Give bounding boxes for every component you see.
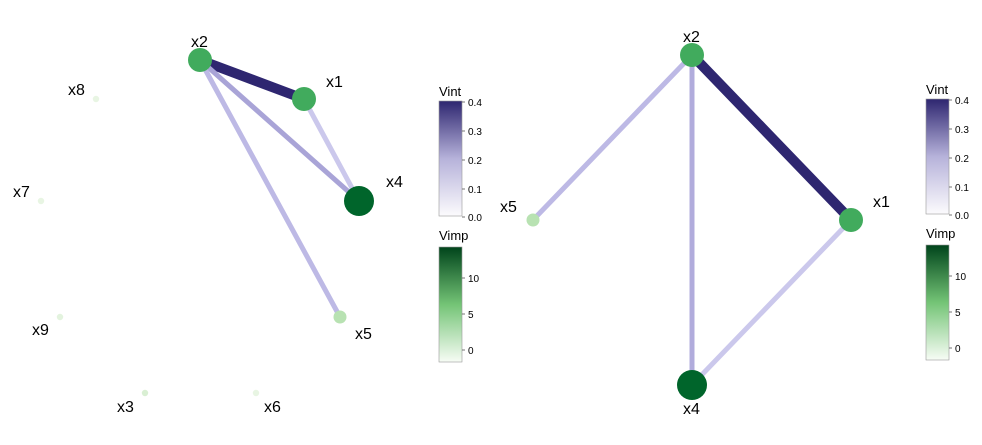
edge-x2-x4[interactable] (197, 57, 362, 204)
vint-tick-label: 0.3 (468, 127, 482, 138)
vimp-tick-label: 0 (468, 346, 474, 357)
label-x2: x2 (683, 29, 700, 46)
vimp-tick-label: 0 (955, 344, 961, 355)
node-x2[interactable] (680, 43, 704, 67)
edge-x1-x4[interactable] (689, 217, 854, 388)
node-x7[interactable] (37, 197, 45, 205)
vimp-tick-label: 10 (955, 272, 967, 283)
vimp-colorbar (925, 244, 950, 361)
node-x4[interactable] (677, 370, 707, 400)
edge-x2-x1[interactable] (687, 50, 856, 225)
right-edges (530, 50, 856, 388)
label-x9: x9 (32, 322, 49, 339)
vimp-legend-title: Vimp (926, 226, 955, 241)
vimp-tick-label: 10 (468, 274, 480, 285)
label-x4: x4 (386, 174, 403, 191)
label-x5: x5 (500, 199, 517, 216)
edge-x2-x5[interactable] (197, 57, 343, 320)
label-x1: x1 (326, 74, 343, 91)
node-x5[interactable] (526, 213, 540, 227)
vimp-tick-label: 5 (955, 308, 961, 319)
vint-ticks (949, 99, 952, 216)
left-network-panel: x2 x1 x4 x5 x8 x7 x9 x3 x6 Vint 0.4 0.3 … (13, 34, 482, 416)
vint-legend-title: Vint (439, 84, 462, 99)
node-x1[interactable] (292, 87, 316, 111)
label-x6: x6 (264, 399, 281, 416)
node-x6[interactable] (252, 389, 260, 397)
vimp-legend-title: Vimp (439, 228, 468, 243)
vimp-ticks (949, 275, 952, 349)
vint-tick-label: 0.4 (955, 96, 969, 107)
vint-tick-label: 0.2 (955, 154, 969, 165)
label-x7: x7 (13, 184, 30, 201)
right-node-labels: x2 x1 x4 x5 (500, 29, 890, 418)
vint-tick-label: 0.3 (955, 125, 969, 136)
left-edges (195, 55, 362, 320)
right-vimp-legend: Vimp 10 5 0 (925, 226, 967, 361)
node-x9[interactable] (56, 313, 64, 321)
label-x2: x2 (191, 34, 208, 51)
label-x5: x5 (355, 326, 372, 343)
left-vimp-legend: Vimp 10 5 0 (438, 228, 480, 363)
label-x4: x4 (683, 401, 700, 418)
node-x3[interactable] (141, 389, 149, 397)
vint-tick-label: 0.4 (468, 98, 482, 109)
vimp-ticks (462, 277, 465, 351)
edge-x1-x4[interactable] (301, 96, 362, 204)
vint-tick-label: 0.1 (468, 185, 482, 196)
vint-tick-label: 0.2 (468, 156, 482, 167)
label-x3: x3 (117, 399, 134, 416)
node-x8[interactable] (92, 95, 100, 103)
vint-colorbar (438, 100, 463, 217)
vint-tick-label: 0.1 (955, 183, 969, 194)
vint-tick-label: 0.0 (468, 213, 482, 224)
right-network-panel: x2 x1 x4 x5 Vint 0.4 0.3 0.2 0.1 0.0 Vim… (500, 29, 969, 418)
left-vint-legend: Vint 0.4 0.3 0.2 0.1 0.0 (438, 84, 482, 224)
label-x1: x1 (873, 194, 890, 211)
vimp-colorbar (438, 246, 463, 363)
vint-tick-label: 0.0 (955, 211, 969, 222)
vint-legend-title: Vint (926, 82, 949, 97)
edge-x2-x1[interactable] (195, 55, 309, 104)
vint-ticks (462, 101, 465, 218)
vimp-tick-label: 5 (468, 310, 474, 321)
left-node-labels: x2 x1 x4 x5 x8 x7 x9 x3 x6 (13, 34, 403, 416)
edge-x2-x5[interactable] (530, 52, 695, 223)
label-x8: x8 (68, 82, 85, 99)
right-nodes (526, 43, 863, 400)
vint-colorbar (925, 98, 950, 215)
node-x1[interactable] (839, 208, 863, 232)
node-x5[interactable] (333, 310, 347, 324)
left-nodes (37, 48, 374, 397)
node-x2[interactable] (188, 48, 212, 72)
right-vint-legend: Vint 0.4 0.3 0.2 0.1 0.0 (925, 82, 969, 222)
node-x4[interactable] (344, 186, 374, 216)
